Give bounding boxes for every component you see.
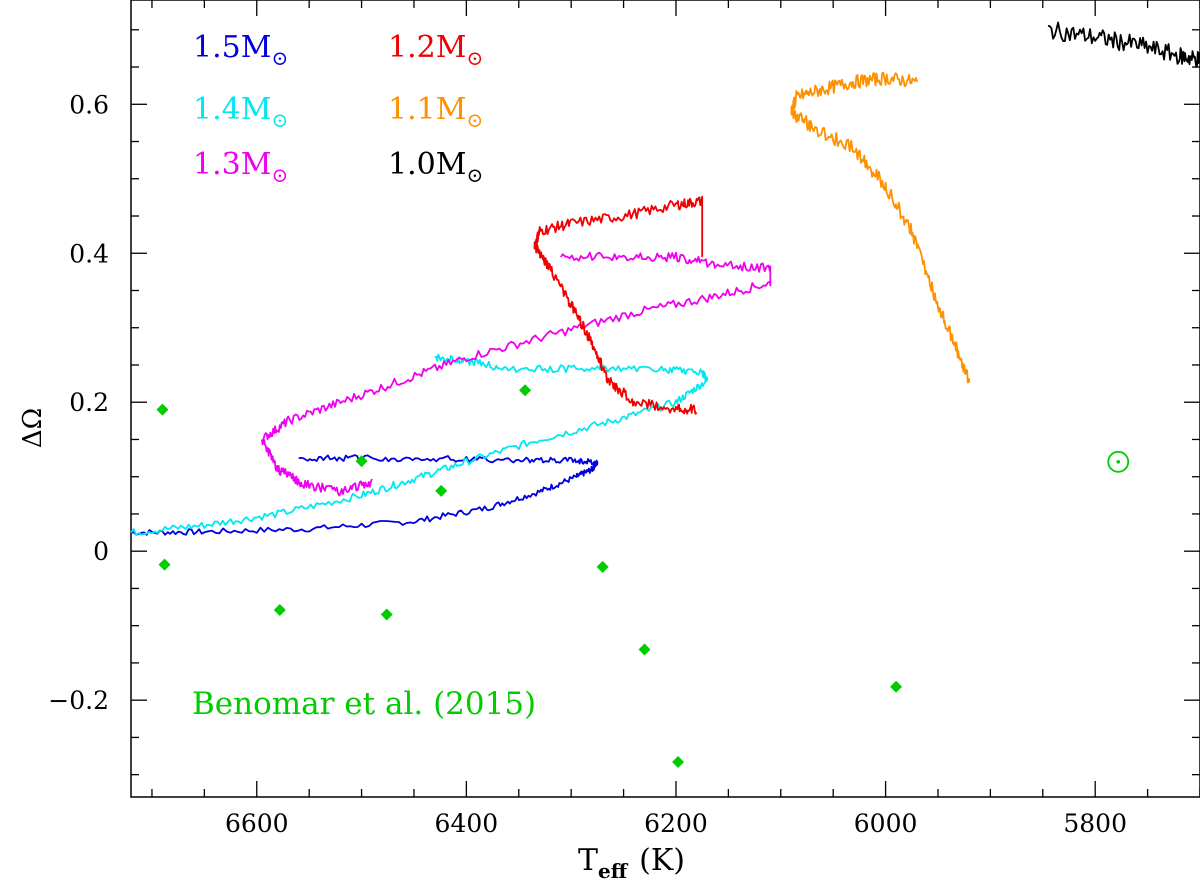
legend-entry-1_1M: 1.1M⊙ — [388, 92, 483, 132]
series-line-1_0M — [1047, 21, 1200, 68]
series-line-1_1M — [790, 71, 971, 384]
x-tick-label: 6200 — [644, 809, 708, 838]
observation-point — [273, 604, 286, 617]
observation-point — [380, 608, 393, 621]
observation-point — [596, 560, 609, 573]
y-tick-label: 0.6 — [69, 90, 109, 119]
observation-point — [355, 455, 368, 468]
y-tick-label: −0.2 — [48, 686, 109, 715]
x-tick-label: 6400 — [435, 809, 499, 838]
observation-point — [519, 384, 532, 397]
series-layer — [130, 21, 1200, 536]
legend-entry-1_4M: 1.4M⊙ — [193, 92, 288, 132]
sun-symbol: ⊙ — [466, 46, 483, 70]
series-line-1_5M — [130, 454, 599, 536]
axis-ticks — [131, 0, 1200, 797]
x-tick-label: 6600 — [225, 809, 289, 838]
legend-entry-1_2M: 1.2M⊙ — [388, 30, 483, 70]
observation-point — [435, 484, 448, 497]
sun-symbol: ⊙ — [271, 46, 288, 70]
observation-point — [156, 403, 169, 416]
observation-legend-label: Benomar et al. (2015) — [192, 686, 536, 722]
series-line-1_3M — [261, 251, 772, 497]
legend-entry-1_3M: 1.3M⊙ — [193, 147, 288, 187]
observation-point — [890, 680, 903, 693]
observation-point — [638, 643, 651, 656]
series-line-1_2M — [533, 195, 704, 415]
y-tick-label: 0.2 — [69, 388, 109, 417]
legend-entry-1_5M: 1.5M⊙ — [193, 30, 288, 70]
y-tick-label: 0 — [93, 537, 109, 566]
x-axis-label: Teff (K) — [578, 843, 685, 882]
x-axis-label-sub: eff — [598, 859, 629, 882]
sun-marker-dot — [1116, 460, 1121, 464]
observation-layer — [156, 384, 1130, 768]
axis-tick-labels: 6600 6400 6200 6000 5800 −0.2 0 0.2 0.4 0.6 — [48, 90, 1127, 838]
y-tick-label: 0.4 — [69, 239, 109, 268]
sun-symbol: ⊙ — [271, 163, 288, 187]
observation-point — [158, 558, 171, 571]
y-axis-label: ΔΩ — [18, 408, 48, 448]
observation-point — [672, 755, 685, 768]
sun-marker — [1107, 450, 1130, 473]
sun-symbol: ⊙ — [271, 108, 288, 132]
x-tick-label: 6000 — [854, 809, 918, 838]
legend-entry-1_0M: 1.0M⊙ — [388, 147, 483, 187]
series-line-1_4M — [130, 353, 709, 536]
plot-frame — [130, 0, 1200, 798]
sun-symbol: ⊙ — [466, 108, 483, 132]
sun-symbol: ⊙ — [466, 163, 483, 187]
legend: 1.5M⊙ 1.4M⊙ 1.3M⊙ 1.2M⊙ 1.1M⊙ 1.0M⊙ — [193, 30, 483, 187]
x-axis-label-main: T — [578, 843, 598, 878]
x-tick-label: 5800 — [1063, 809, 1127, 838]
x-axis-label-unit: (K) — [639, 843, 685, 878]
